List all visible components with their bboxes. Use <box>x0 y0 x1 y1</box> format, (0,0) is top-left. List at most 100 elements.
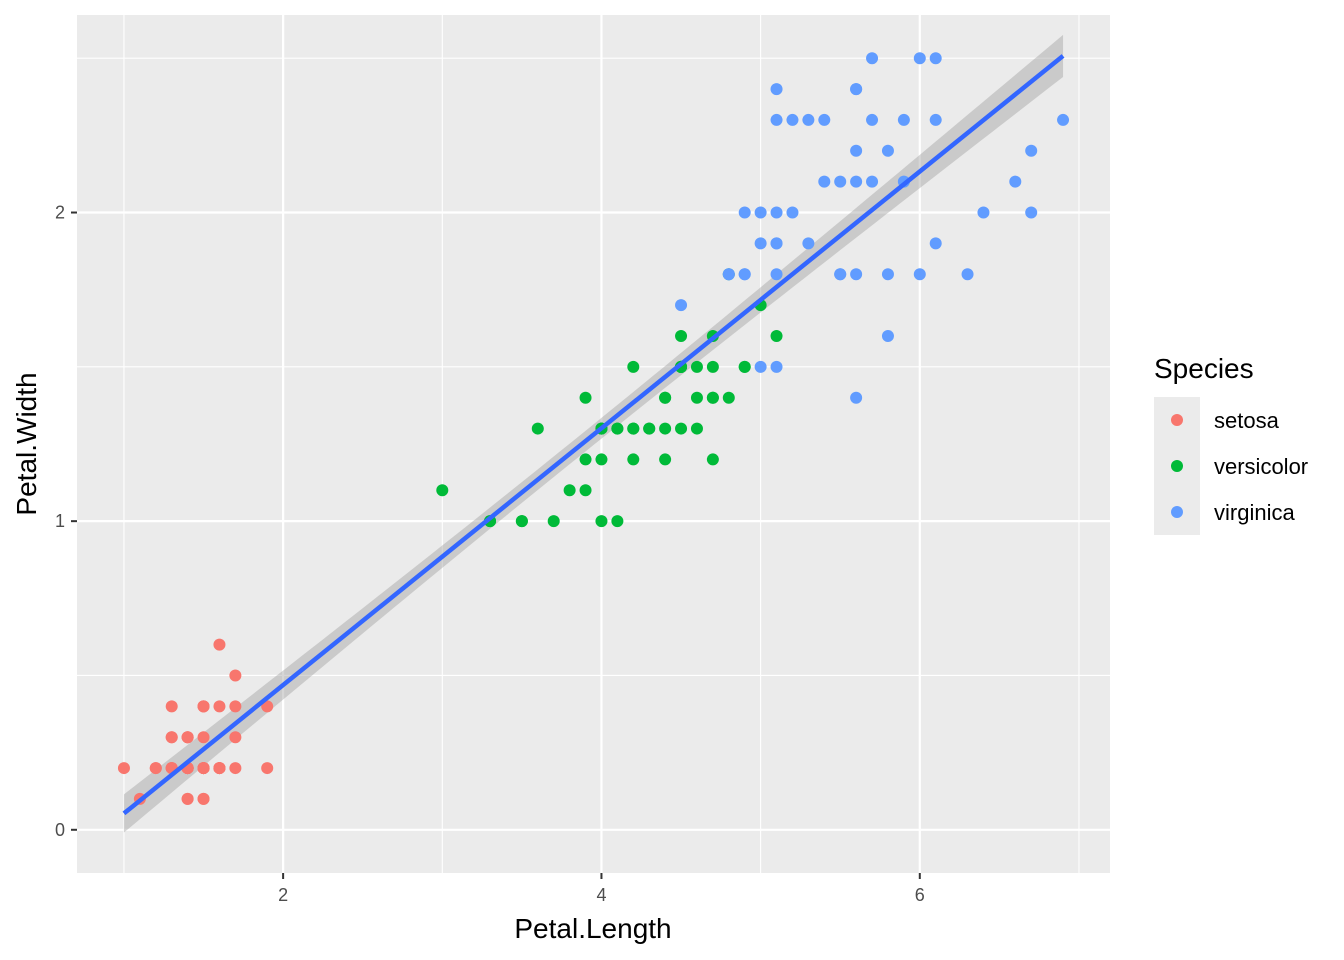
data-point-versicolor <box>659 453 672 466</box>
x-axis-title: Petal.Length <box>514 913 671 944</box>
data-point-virginica <box>977 206 990 219</box>
legend-key-virginica <box>1171 506 1183 518</box>
data-point-setosa <box>261 700 274 713</box>
x-tick-label: 4 <box>596 885 606 905</box>
y-tick-label: 0 <box>55 820 65 840</box>
data-point-virginica <box>802 237 815 250</box>
data-point-virginica <box>881 268 894 281</box>
data-point-virginica <box>738 206 751 219</box>
data-point-setosa <box>213 762 226 775</box>
data-point-virginica <box>770 237 783 250</box>
legend-label-virginica: virginica <box>1214 500 1295 525</box>
data-point-setosa <box>197 700 210 713</box>
data-point-versicolor <box>643 422 656 435</box>
y-axis-title: Petal.Width <box>11 372 42 515</box>
data-point-virginica <box>913 52 926 65</box>
data-point-versicolor <box>738 360 751 373</box>
y-tick-label: 2 <box>55 203 65 223</box>
data-point-versicolor <box>690 422 703 435</box>
data-point-virginica <box>881 144 894 157</box>
data-point-versicolor <box>706 360 719 373</box>
data-point-virginica <box>834 175 847 188</box>
data-point-virginica <box>897 113 910 126</box>
data-point-virginica <box>675 299 688 312</box>
data-point-versicolor <box>579 391 592 404</box>
data-point-versicolor <box>563 484 576 497</box>
data-point-versicolor <box>659 422 672 435</box>
data-point-virginica <box>866 175 879 188</box>
data-point-virginica <box>770 268 783 281</box>
x-tick-label: 2 <box>278 885 288 905</box>
data-point-virginica <box>1025 206 1038 219</box>
data-point-virginica <box>802 113 815 126</box>
data-point-setosa <box>229 762 242 775</box>
data-point-virginica <box>754 206 767 219</box>
data-point-versicolor <box>595 453 608 466</box>
data-point-setosa <box>181 792 194 805</box>
data-point-versicolor <box>675 329 688 342</box>
data-point-versicolor <box>722 391 735 404</box>
data-point-setosa <box>165 731 178 744</box>
data-point-versicolor <box>611 515 624 528</box>
data-point-virginica <box>850 144 863 157</box>
legend-key-versicolor <box>1171 460 1183 472</box>
data-point-versicolor <box>547 515 560 528</box>
data-point-versicolor <box>627 422 640 435</box>
data-point-versicolor <box>706 391 719 404</box>
data-point-versicolor <box>627 453 640 466</box>
data-point-versicolor <box>595 515 608 528</box>
data-point-virginica <box>850 83 863 96</box>
legend-title: Species <box>1154 353 1254 384</box>
data-point-virginica <box>770 83 783 96</box>
data-point-versicolor <box>659 391 672 404</box>
data-point-versicolor <box>770 329 783 342</box>
data-point-versicolor <box>579 484 592 497</box>
data-point-setosa <box>149 762 162 775</box>
data-point-versicolor <box>690 391 703 404</box>
x-axis: 2 4 6 <box>278 873 925 905</box>
data-point-versicolor <box>627 360 640 373</box>
data-point-virginica <box>738 268 751 281</box>
data-point-setosa <box>165 700 178 713</box>
data-point-versicolor <box>579 453 592 466</box>
data-point-virginica <box>850 175 863 188</box>
data-point-virginica <box>786 113 799 126</box>
data-point-virginica <box>1057 113 1070 126</box>
data-point-setosa <box>197 792 210 805</box>
data-point-setosa <box>197 762 210 775</box>
data-point-versicolor <box>675 422 688 435</box>
data-point-virginica <box>818 175 831 188</box>
data-point-setosa <box>213 638 226 651</box>
data-point-virginica <box>929 52 942 65</box>
data-point-virginica <box>1025 144 1038 157</box>
data-point-virginica <box>1009 175 1022 188</box>
data-point-virginica <box>754 360 767 373</box>
points-layer <box>117 52 1070 805</box>
data-point-virginica <box>850 391 863 404</box>
data-point-setosa <box>261 762 274 775</box>
data-point-virginica <box>961 268 974 281</box>
data-point-virginica <box>929 237 942 250</box>
data-point-virginica <box>786 206 799 219</box>
data-point-virginica <box>818 113 831 126</box>
data-point-versicolor <box>515 515 528 528</box>
y-tick-label: 1 <box>55 511 65 531</box>
data-point-virginica <box>913 268 926 281</box>
data-point-virginica <box>834 268 847 281</box>
regression-line <box>122 54 1065 816</box>
data-point-setosa <box>213 700 226 713</box>
legend-key-setosa <box>1171 414 1183 426</box>
data-point-versicolor <box>690 360 703 373</box>
data-point-virginica <box>722 268 735 281</box>
x-tick-label: 6 <box>915 885 925 905</box>
data-point-versicolor <box>706 453 719 466</box>
y-axis: 0 1 2 <box>55 203 77 840</box>
data-point-versicolor <box>436 484 449 497</box>
data-point-setosa <box>229 731 242 744</box>
legend-label-versicolor: versicolor <box>1214 454 1308 479</box>
data-point-versicolor <box>531 422 544 435</box>
data-point-virginica <box>866 52 879 65</box>
data-point-setosa <box>229 700 242 713</box>
data-point-setosa <box>181 731 194 744</box>
